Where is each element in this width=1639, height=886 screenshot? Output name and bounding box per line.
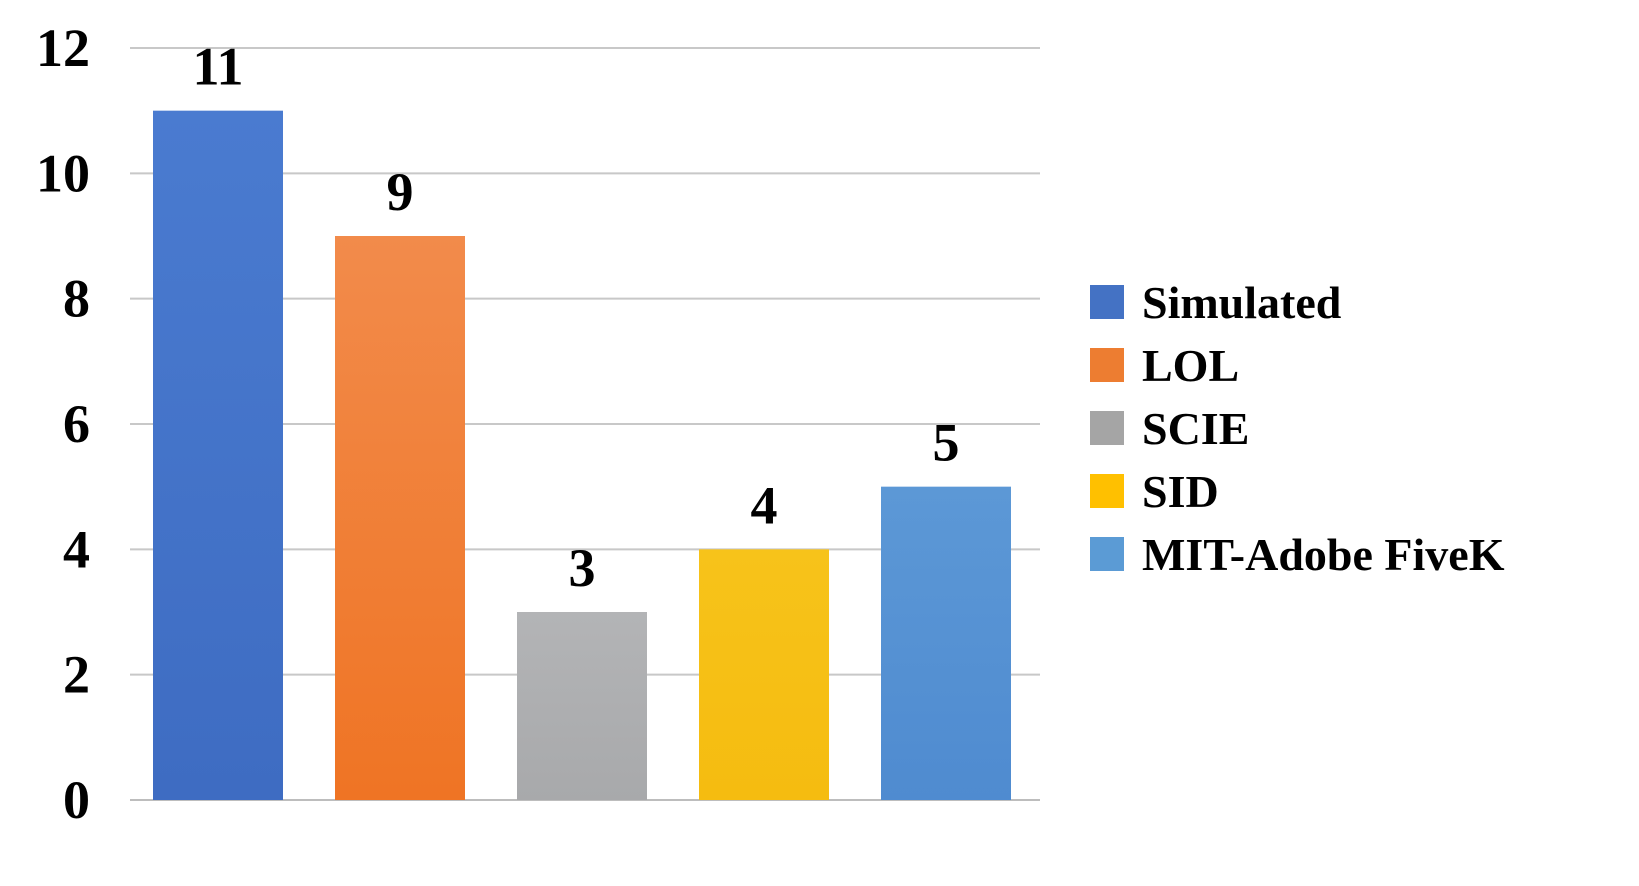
y-axis-tick-labels: 0 2 4 6 8 10 12 bbox=[36, 18, 90, 830]
data-label: 9 bbox=[387, 162, 414, 222]
legend-label: SCIE bbox=[1142, 403, 1249, 454]
bar-lol bbox=[335, 236, 465, 800]
legend-item: MIT-Adobe FiveK bbox=[1090, 529, 1505, 580]
y-tick-label: 10 bbox=[36, 143, 90, 203]
bar-mit-adobe-fivek bbox=[881, 486, 1011, 800]
bar-simulated bbox=[153, 110, 283, 800]
legend-swatch bbox=[1090, 411, 1124, 445]
y-tick-label: 4 bbox=[63, 519, 90, 579]
y-tick-label: 2 bbox=[63, 645, 90, 705]
y-tick-label: 6 bbox=[63, 394, 90, 454]
bar-sid bbox=[699, 549, 829, 800]
y-tick-label: 8 bbox=[63, 269, 90, 329]
bars bbox=[153, 110, 1011, 800]
legend-item: LOL bbox=[1090, 340, 1239, 391]
data-label: 11 bbox=[192, 37, 243, 97]
data-label: 5 bbox=[933, 413, 960, 473]
legend-label: MIT-Adobe FiveK bbox=[1142, 529, 1505, 580]
legend-item: SCIE bbox=[1090, 403, 1249, 454]
legend: Simulated LOL SCIE SID MIT-Adobe FiveK bbox=[1090, 277, 1505, 580]
data-labels: 11 9 3 4 5 bbox=[192, 37, 959, 598]
legend-swatch bbox=[1090, 474, 1124, 508]
legend-swatch bbox=[1090, 285, 1124, 319]
legend-item: SID bbox=[1090, 466, 1219, 517]
y-tick-label: 12 bbox=[36, 18, 90, 78]
legend-label: Simulated bbox=[1142, 277, 1342, 328]
y-tick-label: 0 bbox=[63, 770, 90, 830]
legend-swatch bbox=[1090, 537, 1124, 571]
legend-item: Simulated bbox=[1090, 277, 1342, 328]
data-label: 4 bbox=[751, 475, 778, 535]
legend-swatch bbox=[1090, 348, 1124, 382]
data-label: 3 bbox=[569, 538, 596, 598]
legend-label: SID bbox=[1142, 466, 1219, 517]
bar-scie bbox=[517, 612, 647, 800]
legend-label: LOL bbox=[1142, 340, 1239, 391]
